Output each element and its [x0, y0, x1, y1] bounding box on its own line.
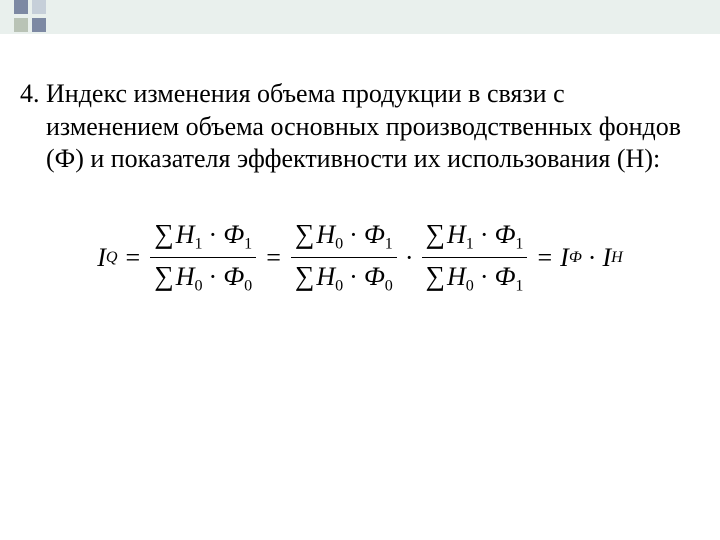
fraction-bar [291, 257, 397, 258]
sub-1: 1 [466, 235, 474, 252]
equals-1: = [118, 243, 149, 273]
sigma-icon: ∑ [295, 261, 316, 291]
var-Phi: Ф [494, 262, 515, 291]
var-H: Н [176, 262, 195, 291]
sub-0: 0 [194, 278, 202, 295]
sub-1b: 1 [244, 235, 252, 252]
equals-3: = [529, 243, 560, 273]
decorative-squares [14, 0, 46, 32]
frac2-den: ∑Н0·Ф0 [291, 262, 397, 296]
rhs-I-Phi-sub: Ф [569, 249, 582, 267]
square-icon-4 [32, 18, 46, 32]
rhs-I-Phi: I [560, 243, 569, 273]
sigma-icon: ∑ [154, 219, 175, 249]
frac3-num: ∑Н1·Ф1 [422, 220, 528, 254]
var-H: Н [447, 262, 466, 291]
fraction-bar [422, 257, 528, 258]
square-icon-1 [14, 0, 28, 14]
sigma-icon: ∑ [426, 219, 447, 249]
sub-0b: 0 [385, 278, 393, 295]
frac1-den: ∑Н0·Ф0 [150, 262, 256, 296]
lhs-I: I [97, 243, 106, 273]
var-H: Н [316, 220, 335, 249]
frac2-num: ∑Н0·Ф1 [291, 220, 397, 254]
sub-1: 1 [194, 235, 202, 252]
var-H: Н [447, 220, 466, 249]
lhs-I-sub: Q [106, 249, 118, 267]
center-dot: · [399, 243, 420, 273]
sub-1: 1 [385, 235, 393, 252]
cdot: · [203, 262, 224, 291]
sub-0: 0 [466, 278, 474, 295]
equals-2: = [258, 243, 289, 273]
header-band [0, 0, 720, 34]
sub-1b: 1 [515, 235, 523, 252]
fraction-3: ∑Н1·Ф1 ∑Н0·Ф1 [420, 220, 530, 296]
fraction-1: ∑Н1·Ф1 ∑Н0·Ф0 [148, 220, 258, 296]
frac1-num: ∑Н1·Ф1 [150, 220, 256, 254]
cdot: · [343, 262, 364, 291]
var-Phi: Ф [223, 220, 244, 249]
square-icon-3 [14, 18, 28, 32]
sigma-icon: ∑ [426, 261, 447, 291]
sub-1: 1 [515, 278, 523, 295]
formula: IQ = ∑Н1·Ф1 ∑Н0·Ф0 = ∑Н0·Ф1 ∑Н0·Ф0 · ∑Н1 [20, 220, 700, 296]
var-Phi: Ф [364, 220, 385, 249]
frac3-den: ∑Н0·Ф1 [422, 262, 528, 296]
cdot: · [474, 220, 495, 249]
square-icon-2 [32, 0, 46, 14]
rhs-dot: · [582, 243, 603, 273]
var-Phi: Ф [223, 262, 244, 291]
fraction-2: ∑Н0·Ф1 ∑Н0·Ф0 [289, 220, 399, 296]
sub-0: 0 [335, 278, 343, 295]
sigma-icon: ∑ [295, 219, 316, 249]
var-Phi: Ф [364, 262, 385, 291]
body-paragraph: 4. Индекс изменения объема продукции в с… [20, 78, 700, 176]
rhs-I-H: I [602, 243, 611, 273]
rhs-I-H-sub: Н [611, 249, 623, 267]
cdot: · [474, 262, 495, 291]
cdot: · [203, 220, 224, 249]
slide-content: 4. Индекс изменения объема продукции в с… [0, 34, 720, 296]
cdot: · [343, 220, 364, 249]
var-H: Н [176, 220, 195, 249]
sub-0: 0 [335, 235, 343, 252]
var-H: Н [316, 262, 335, 291]
sigma-icon: ∑ [154, 261, 175, 291]
fraction-bar [150, 257, 256, 258]
var-Phi: Ф [494, 220, 515, 249]
sub-0b: 0 [244, 278, 252, 295]
